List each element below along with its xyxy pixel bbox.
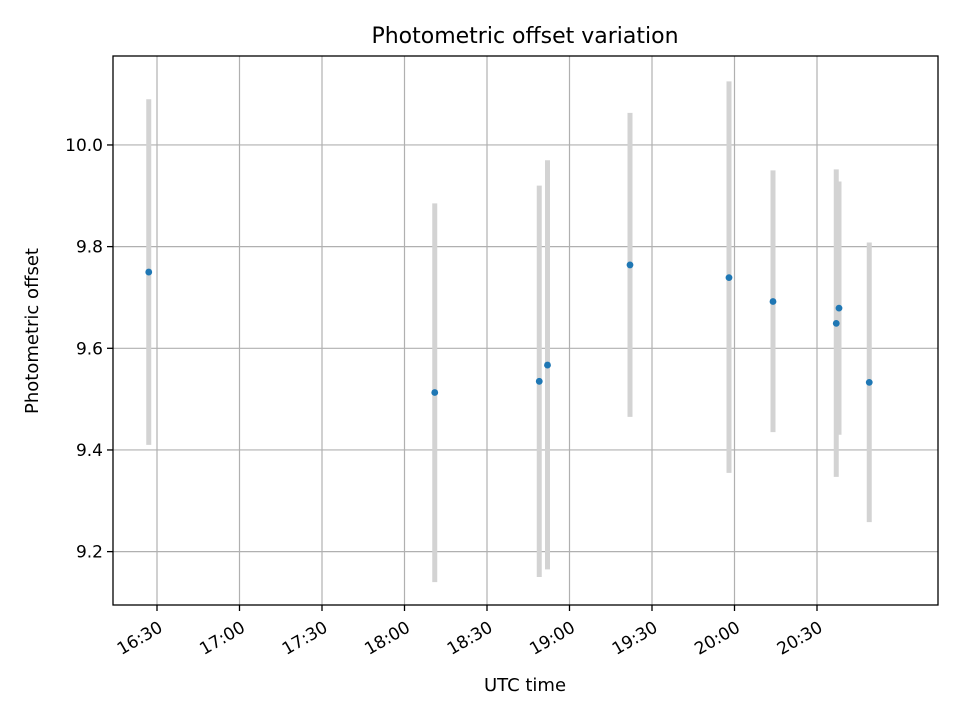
x-axis-label: UTC time	[484, 675, 566, 696]
grid-layer	[113, 56, 938, 605]
y-tick-label: 10.0	[65, 136, 103, 156]
chart-title: Photometric offset variation	[371, 24, 678, 49]
x-tick-label: 18:00	[361, 618, 413, 660]
data-point	[544, 361, 551, 369]
data-point	[769, 298, 777, 305]
data-point	[832, 319, 840, 327]
y-axis-label: Photometric offset	[22, 248, 43, 414]
data-points	[145, 261, 873, 396]
y-tick-label: 9.2	[76, 543, 103, 563]
y-tick-label: 9.6	[76, 339, 103, 359]
data-point	[835, 304, 843, 312]
y-tick-label: 9.4	[76, 441, 103, 461]
error-bars	[146, 81, 872, 583]
plot-frame	[112, 55, 939, 606]
y-tick-label: 9.8	[76, 238, 103, 258]
data-point	[145, 268, 153, 276]
x-tick-label: 18:30	[444, 618, 496, 660]
x-tick-label: 20:00	[691, 618, 743, 660]
x-tick-label: 17:00	[196, 618, 248, 660]
x-tick-label: 16:30	[114, 618, 166, 660]
data-point	[431, 389, 439, 396]
data-point	[865, 378, 873, 386]
tick-layer: 16:30 17:00 17:30 18:00 18:30 19:00 19:30 20:00…	[65, 136, 826, 660]
x-tick-label: 17:30	[279, 618, 331, 660]
x-tick-label: 19:30	[609, 618, 661, 660]
data-point	[535, 377, 543, 385]
x-tick-label: 19:00	[526, 618, 578, 660]
data-point	[725, 274, 733, 282]
x-tick-label: 20:30	[774, 618, 826, 660]
data-point	[626, 261, 634, 269]
